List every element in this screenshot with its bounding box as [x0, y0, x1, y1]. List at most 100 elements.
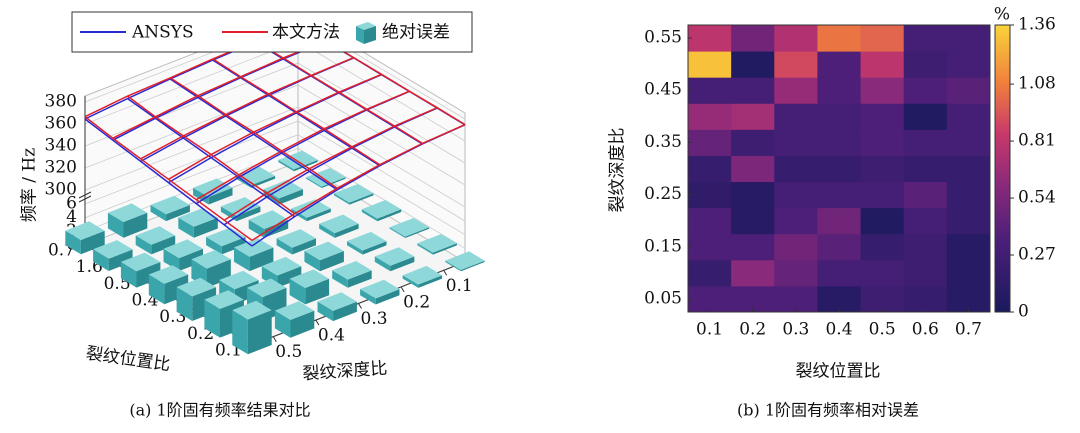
error-bar-side: [306, 208, 331, 222]
heatmap-cell: [817, 129, 862, 156]
heatmap-cell: [903, 181, 948, 209]
x-tick-label: 0.6: [912, 320, 939, 340]
error-bar-side: [433, 243, 457, 255]
tick-mark: [315, 319, 320, 326]
caption: (a) 1阶固有频率结果对比: [129, 401, 310, 420]
error-bar-top: [389, 218, 430, 237]
surface-line: [251, 123, 466, 242]
tick-mark: [400, 286, 405, 293]
error-bar-top: [445, 251, 485, 270]
error-bar-side: [333, 301, 357, 322]
error-bar-side: [417, 243, 433, 255]
heatmap-cell: [860, 51, 905, 78]
error-bar-side: [206, 236, 222, 255]
error-bar-side: [304, 250, 320, 272]
error-bar-side: [278, 159, 294, 172]
error-bar-side: [305, 278, 330, 305]
z-tick-label: 6: [66, 194, 77, 214]
grid-line: [84, 120, 466, 222]
colorbar-tick-label: 0: [1018, 302, 1029, 322]
heatmap-cell: [860, 181, 905, 209]
legend: ANSYS 本文方法 绝对误差: [71, 11, 473, 53]
error-bar-side: [418, 275, 443, 288]
colorbar-tick-label: 0.27: [1018, 245, 1056, 265]
heatmap-cell: [817, 155, 862, 183]
error-bar-top: [135, 226, 176, 245]
error-bar-side: [347, 270, 372, 288]
tick-mark: [272, 336, 277, 342]
heatmap-cell: [731, 259, 775, 287]
heatmap-cell: [688, 207, 732, 235]
error-bar-side: [361, 209, 378, 222]
error-bar-side: [375, 289, 400, 305]
y-tick-label: 0.45: [644, 80, 682, 100]
z-tick-label: 380: [45, 92, 77, 112]
error-bar-side: [320, 251, 344, 272]
error-bar-side: [349, 193, 374, 205]
tick-mark: [358, 303, 362, 309]
x-tick-label: 0.3: [782, 320, 809, 340]
error-bar-top: [374, 247, 415, 266]
heatmap-cell: [903, 233, 948, 261]
legend-label: ANSYS: [131, 23, 194, 43]
error-bar-side: [306, 177, 322, 188]
error-bar-side: [193, 187, 209, 205]
y-tick-label: 0.05: [644, 288, 682, 308]
error-bar-top: [150, 195, 190, 215]
error-bar-top: [347, 231, 387, 251]
error-bar-top: [361, 200, 402, 219]
error-bar-side: [166, 205, 190, 222]
y-tick-label: 0.15: [644, 236, 682, 256]
heatmap-cell: [774, 207, 818, 235]
error-bar-side: [135, 235, 152, 255]
error-bar-side: [234, 247, 250, 272]
error-bar-side: [445, 260, 461, 272]
heatmap-cell: [817, 181, 862, 209]
legend-box: [71, 11, 473, 53]
error-bar-side: [150, 204, 167, 222]
heatmap-cell: [946, 207, 991, 235]
error-bar-side: [321, 177, 346, 188]
error-bar-side: [460, 260, 485, 272]
heatmap-cell: [946, 181, 991, 209]
error-bar-top: [360, 279, 400, 299]
error-bar-side: [123, 212, 148, 238]
error-bar-side: [333, 193, 350, 205]
error-bar-side: [276, 238, 293, 255]
error-bar-side: [317, 301, 334, 322]
error-bar-top: [317, 292, 357, 311]
error-bar-side: [151, 235, 176, 255]
heatmap-cell: [774, 51, 818, 78]
x-tick-label: 0.1: [696, 320, 723, 340]
error-bar-top: [248, 210, 289, 229]
error-bar-side: [251, 175, 276, 188]
heatmap-cell: [688, 259, 732, 287]
error-bar-side: [107, 212, 124, 238]
error-bar-side: [80, 230, 105, 255]
heatmap-cell: [688, 77, 732, 104]
colorbar-label: %: [994, 5, 1010, 25]
heatmap-cell: [860, 25, 905, 52]
error-bar-side: [390, 256, 415, 272]
axis-break: [78, 191, 92, 203]
z-tick-label: 4: [66, 207, 77, 227]
error-bar-side: [360, 289, 376, 305]
y-tick-label: 0.5: [275, 342, 302, 362]
error-bar-top: [120, 252, 161, 272]
error-bar-side: [249, 247, 274, 272]
z-tick-label: 360: [45, 114, 77, 134]
heatmap-cell: [688, 233, 732, 261]
error-bar-top: [234, 238, 274, 257]
heatmap-cell: [731, 25, 775, 52]
heatmap-cell: [860, 259, 905, 287]
error-bar-side: [176, 287, 193, 321]
error-bar-top: [319, 214, 359, 234]
error-bar-top: [193, 178, 233, 197]
colorbar-tick-label: 1.36: [1018, 15, 1056, 35]
y-axis-label: 裂纹深度比: [302, 359, 388, 385]
error-bar-top: [402, 265, 443, 285]
error-bar-side: [136, 262, 161, 288]
error-bar-side: [204, 299, 220, 338]
heatmap-cell: [903, 129, 948, 156]
heatmap-cell: [817, 25, 862, 52]
